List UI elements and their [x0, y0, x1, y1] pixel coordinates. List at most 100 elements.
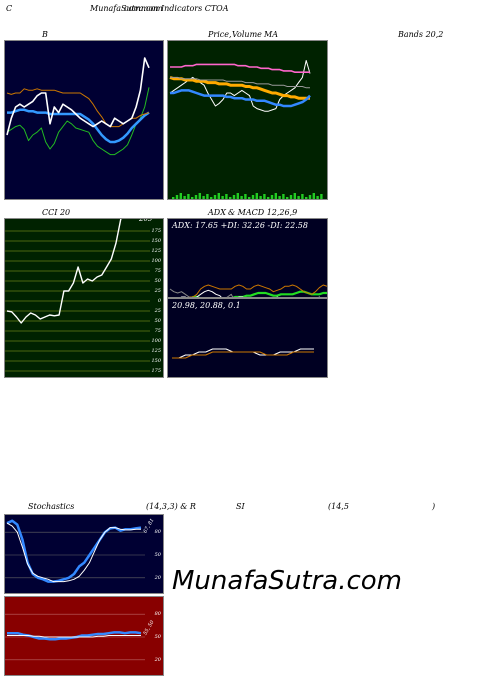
- price-ma-label: Price,: [208, 30, 232, 39]
- rsi-tick-label: 80: [154, 611, 161, 618]
- plus-di-line: [188, 284, 327, 297]
- cci-chart: [5, 219, 150, 372]
- cci-tick-label: 75: [154, 328, 161, 334]
- rsi-chart: [5, 613, 145, 661]
- volume-bar: [213, 195, 217, 199]
- volume-bar: [263, 194, 266, 199]
- rsi-tick-label: 50: [154, 634, 161, 640]
- stoch-tick-label: 50: [154, 552, 161, 558]
- close-line: [169, 60, 311, 112]
- cci-tick-label: 100: [151, 338, 161, 344]
- watermark: MunafaSutra.com: [172, 566, 403, 596]
- volume-bar: [289, 195, 293, 199]
- volume-bar: [278, 196, 281, 199]
- volume-bar: [198, 193, 201, 199]
- volume-bar: [217, 193, 220, 199]
- volume-bar: [240, 196, 243, 199]
- ma-mid-line: [170, 76, 310, 89]
- volume-bar: [179, 193, 182, 199]
- volume-bar: [194, 195, 198, 199]
- upper-band-line: [6, 87, 150, 156]
- volume-bar: [244, 194, 247, 199]
- cci-tick-label: 25: [154, 288, 161, 294]
- stoch-tick-label: 20: [154, 574, 161, 581]
- volume-label: Volume: [232, 30, 262, 39]
- volume-bar: [270, 195, 274, 199]
- volume-bar: [255, 193, 258, 199]
- cci-tick-label: 100: [151, 258, 161, 264]
- cci-tick-label: 50: [154, 318, 161, 324]
- volume-bar: [175, 195, 179, 199]
- signal-line: [172, 351, 314, 359]
- middle-band-line: [7, 108, 150, 144]
- stoch-params: (14,3,3) & R: [146, 502, 196, 511]
- volume-bar: [236, 193, 239, 199]
- cci-value-label: 209: [139, 218, 153, 223]
- macd-line: [172, 348, 314, 359]
- cci-line: [6, 219, 122, 324]
- volume-bar: [282, 194, 285, 199]
- rsi-panel: 55, 50 80 50 20: [4, 596, 164, 676]
- volume-bar: [172, 197, 175, 199]
- header-title: MunafaSutra.com: [90, 4, 163, 13]
- bollinger-panel: [4, 40, 164, 200]
- volume-bar: [251, 195, 255, 199]
- cci-tick-label: 125: [151, 348, 161, 354]
- volume-bar: [221, 196, 224, 199]
- adx-values: ADX: 17.65 +DI: 32.26 -DI: 22.58: [172, 221, 308, 230]
- macd-label: & MACD 12,26,9: [228, 208, 298, 217]
- macd-chart: [172, 348, 314, 359]
- volume-bar: [320, 194, 323, 199]
- bollinger-label: B: [42, 30, 48, 39]
- ma-label: MA: [264, 30, 278, 39]
- volume-bar: [297, 196, 300, 199]
- volume-bar: [274, 193, 277, 199]
- stoch-chart: [5, 519, 145, 583]
- cci-tick-label: 150: [151, 238, 161, 244]
- ma-long-line: [169, 75, 310, 100]
- price-line: [6, 57, 150, 136]
- volume-bar: [316, 196, 319, 199]
- rsi-label: SI: [236, 502, 245, 511]
- volume-bar: [308, 195, 312, 199]
- rsi-params: (14,5: [328, 502, 349, 511]
- macd-panel: 20.98, 20.88, 0.1: [167, 298, 328, 378]
- header-subtitle: common Indicators CTOA: [124, 4, 229, 13]
- rsi-tick-label: 20: [154, 656, 161, 663]
- volume-bar: [248, 197, 251, 199]
- price-ma-chart: [169, 60, 323, 199]
- volume-bar: [293, 193, 296, 199]
- volume-bar: [232, 195, 236, 199]
- cci-tick-label: 50: [154, 278, 161, 284]
- cci-tick-label: 25: [154, 308, 161, 314]
- volume-bar: [267, 197, 270, 199]
- rsi-signal-line: [7, 635, 141, 638]
- volume-bar: [312, 193, 315, 199]
- bands-label: Bands 20,2: [398, 30, 444, 39]
- adx-panel: ADX: 17.65 +DI: 32.26 -DI: 22.58: [167, 218, 328, 298]
- macd-values: 20.98, 20.88, 0.1: [172, 301, 241, 310]
- stoch-panel: 67, 81 80 50 20: [4, 514, 164, 594]
- adx-label: ADX: [208, 208, 226, 217]
- volume-bar: [286, 197, 289, 199]
- volume-bar: [187, 194, 190, 199]
- cci-tick-label: 150: [151, 358, 161, 364]
- header-letter: C: [6, 4, 13, 13]
- volume-bar: [191, 197, 194, 199]
- cci-label: CCI 20: [42, 208, 71, 217]
- cci-tick-label: 75: [154, 268, 161, 274]
- ma-blue-line: [170, 89, 311, 108]
- cci-tick-label: 175: [151, 228, 161, 234]
- cci-tick-label: 175: [151, 368, 161, 374]
- volume-bar: [210, 197, 213, 199]
- rsi-close: ): [432, 502, 436, 511]
- volume-bar: [259, 196, 262, 199]
- bollinger-chart: [6, 57, 150, 156]
- adx-chart: [169, 284, 327, 297]
- stoch-label: Stochastics: [28, 502, 75, 511]
- stoch-d-line: [6, 522, 141, 583]
- stoch-k-line: [6, 519, 142, 583]
- ma-pink-line: [170, 63, 310, 74]
- volume-bar: [183, 196, 186, 199]
- volume-bar: [202, 196, 205, 199]
